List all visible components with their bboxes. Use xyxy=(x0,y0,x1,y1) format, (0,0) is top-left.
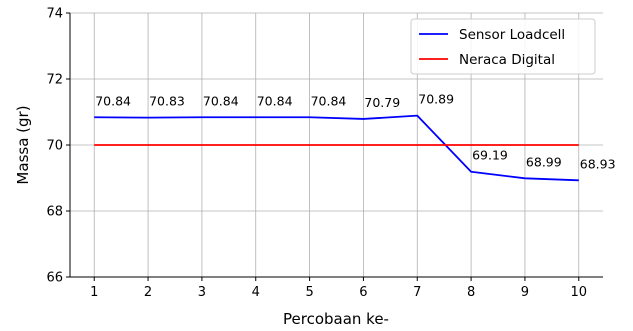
y-tick-label: 72 xyxy=(46,73,63,88)
x-tick-label: 4 xyxy=(252,285,260,300)
data-label: 70.83 xyxy=(149,94,185,109)
y-tick-label: 70 xyxy=(46,139,63,154)
x-tick-label: 10 xyxy=(570,285,587,300)
x-tick-label: 6 xyxy=(359,285,367,300)
x-tick-label: 8 xyxy=(467,285,475,300)
y-tick-label: 74 xyxy=(46,7,63,22)
data-label: 69.19 xyxy=(472,148,508,163)
y-tick-label: 68 xyxy=(46,205,63,220)
y-axis-label: Massa (gr) xyxy=(14,105,32,184)
data-label: 68.93 xyxy=(580,156,616,171)
data-label: 70.84 xyxy=(257,93,293,108)
x-axis-label: Percobaan ke- xyxy=(283,310,389,328)
data-label: 70.84 xyxy=(311,93,347,108)
series-line-1 xyxy=(94,114,579,182)
data-label: 70.89 xyxy=(418,92,454,107)
x-tick-label: 5 xyxy=(305,285,313,300)
data-label: 70.79 xyxy=(364,95,400,110)
data-label: 70.84 xyxy=(95,93,131,108)
data-label: 68.99 xyxy=(526,154,562,169)
x-tick-label: 3 xyxy=(198,285,206,300)
x-tick-label: 1 xyxy=(90,285,98,300)
data-label: 70.84 xyxy=(203,93,239,108)
series-lines xyxy=(94,114,579,182)
legend-box xyxy=(410,18,596,75)
legend-entry-2: Neraca Digital xyxy=(459,52,555,68)
x-tick-label: 9 xyxy=(521,285,529,300)
axes: 1 2 3 4 5 6 7 8 9 10 66 68 70 72 74 xyxy=(46,7,603,300)
y-tick-label: 66 xyxy=(46,271,63,286)
legend: Sensor Loadcell Neraca Digital xyxy=(410,18,596,75)
x-tick-label: 2 xyxy=(144,285,152,300)
x-tick-label: 7 xyxy=(413,285,421,300)
data-labels: 70.84 70.83 70.84 70.84 70.84 70.79 70.89 69.19… xyxy=(95,92,615,172)
legend-entry-1: Sensor Loadcell xyxy=(459,27,565,43)
